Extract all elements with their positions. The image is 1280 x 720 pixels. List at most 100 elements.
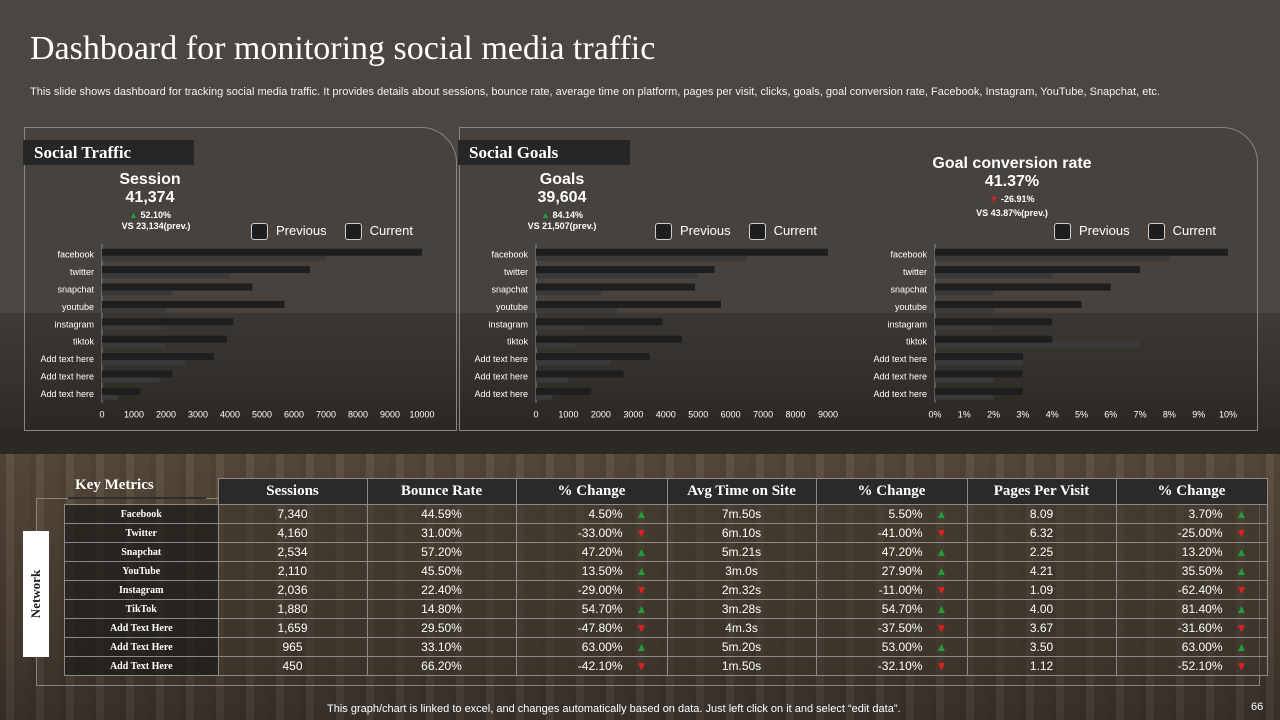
session-label: Session [119, 171, 181, 188]
row-change-value: -25.00% [1177, 526, 1223, 540]
row-change-value: 63.00% [1181, 640, 1223, 654]
bar-current [935, 248, 1228, 256]
bar-previous [102, 340, 166, 348]
down-arrow-icon: ▼ [1235, 583, 1248, 597]
table-header-blank [65, 479, 219, 505]
down-arrow-icon: ▼ [935, 621, 948, 635]
up-arrow-icon: ▲ [935, 602, 948, 616]
up-arrow-icon: ▲ [541, 210, 550, 220]
down-arrow-icon: ▼ [1235, 621, 1248, 635]
bar-previous [536, 305, 618, 313]
category-label: tiktok [507, 337, 529, 347]
row-bounce: 66.20% [366, 656, 517, 676]
category-label: youtube [496, 302, 528, 312]
legend-current[interactable]: Current [748, 223, 817, 241]
row-change-value: -62.40% [1177, 583, 1223, 597]
up-arrow-icon: ▲ [935, 545, 948, 559]
category-label: youtube [62, 302, 94, 312]
row-sessions: 2,036 [217, 580, 368, 600]
category-label: Add text here [40, 372, 94, 382]
x-tick-label: 8000 [348, 410, 368, 420]
x-tick-label: 1% [958, 410, 971, 420]
social-goals-tag: Social Goals [458, 140, 630, 165]
down-arrow-icon: ▼ [635, 659, 648, 673]
category-label: twitter [70, 267, 94, 277]
row-bounce: 45.50% [366, 561, 517, 581]
table-row: Facebook 7,340 44.59% 4.50% ▲ 7m.50s 5.50% ▲ 8.0… [64, 504, 1268, 524]
category-label: Add text here [873, 372, 927, 382]
bar-current [935, 370, 1023, 378]
bar-previous [935, 375, 994, 383]
row-network: Twitter [64, 523, 219, 543]
category-label: Add text here [873, 354, 927, 364]
row-network: Snapchat [64, 542, 219, 562]
legend-previous[interactable]: Previous [655, 223, 731, 241]
bar-previous [536, 323, 585, 331]
footer-note: This graph/chart is linked to excel, and… [327, 703, 901, 715]
row-time: 1m.50s [666, 656, 817, 676]
row-time: 3m.0s [666, 561, 817, 581]
row-network: Add Text Here [64, 637, 219, 657]
legend-previous[interactable]: Previous [1054, 223, 1130, 241]
row-change-value: -42.10% [577, 659, 623, 673]
legend-current[interactable]: Current [344, 223, 413, 241]
row-change-value: 81.40% [1181, 602, 1223, 616]
page-subtitle: This slide shows dashboard for tracking … [30, 86, 1160, 98]
row-network: Add Text Here [64, 618, 219, 638]
page-title: Dashboard for monitoring social media tr… [30, 30, 656, 67]
up-arrow-icon: ▲ [935, 564, 948, 578]
row-change-cell: -52.10% ▼ [1115, 656, 1268, 676]
row-sessions: 450 [217, 656, 368, 676]
social-goals-panel [459, 127, 1258, 431]
row-ppv: 2.25 [966, 542, 1117, 562]
row-change-value: 13.50% [581, 564, 623, 578]
bar-current [935, 283, 1111, 291]
legend-current[interactable]: Current [1147, 223, 1216, 241]
category-label: snapchat [890, 285, 927, 295]
bar-previous [935, 305, 994, 313]
row-change-cell: -11.00% ▼ [815, 580, 968, 600]
row-change-cell: 4.50% ▲ [515, 504, 668, 524]
bar-current [536, 370, 624, 378]
row-change-value: 27.90% [881, 564, 923, 578]
row-change-value: 63.00% [581, 640, 623, 654]
row-change-cell: 53.00% ▲ [815, 637, 968, 657]
category-label: Add text here [474, 354, 528, 364]
conversion-kpi: Goal conversion rate 41.37% ▼ -26.91% VS… [912, 155, 1112, 218]
bar-current [536, 353, 650, 361]
row-change-value: 4.50% [588, 507, 623, 521]
row-time: 5m.21s [666, 542, 817, 562]
row-change-cell: -32.10% ▼ [815, 656, 968, 676]
legend-traffic: Previous Current [251, 223, 431, 241]
row-time: 7m.50s [666, 504, 817, 524]
bar-previous [536, 392, 553, 400]
network-label: Network [28, 569, 43, 619]
session-value: 41,374 [125, 189, 175, 206]
goals-label: Goals [539, 171, 585, 188]
row-ppv: 6.32 [966, 523, 1117, 543]
bar-current [536, 266, 715, 274]
social-traffic-chart: facebook twitter snapchat youtube instagram t… [40, 244, 435, 420]
row-bounce: 14.80% [366, 599, 517, 619]
session-vs-text: VS 23,134(prev.) [121, 221, 191, 231]
header-avg-time: Avg Time on Site [666, 478, 817, 505]
checkbox-icon [655, 223, 672, 241]
key-metrics-underline [68, 497, 206, 499]
row-change-value: 54.70% [881, 602, 923, 616]
bar-previous [536, 253, 747, 261]
row-time: 4m.3s [666, 618, 817, 638]
bar-previous [935, 392, 994, 400]
table-row: TikTok 1,880 14.80% 54.70% ▲ 3m.28s 54.70% ▲ 4.0… [64, 599, 1268, 619]
row-change-cell: 27.90% ▲ [815, 561, 968, 581]
row-change-value: 47.20% [581, 545, 623, 559]
x-tick-label: 0% [928, 410, 941, 420]
bar-previous [536, 340, 575, 348]
x-tick-label: 5% [1075, 410, 1088, 420]
bar-current [102, 266, 310, 274]
bar-previous [102, 358, 186, 366]
row-ppv: 3.67 [966, 618, 1117, 638]
bar-previous [536, 358, 611, 366]
legend-previous[interactable]: Previous [251, 223, 327, 241]
category-label: Add text here [873, 389, 927, 399]
bar-previous [935, 253, 1170, 261]
